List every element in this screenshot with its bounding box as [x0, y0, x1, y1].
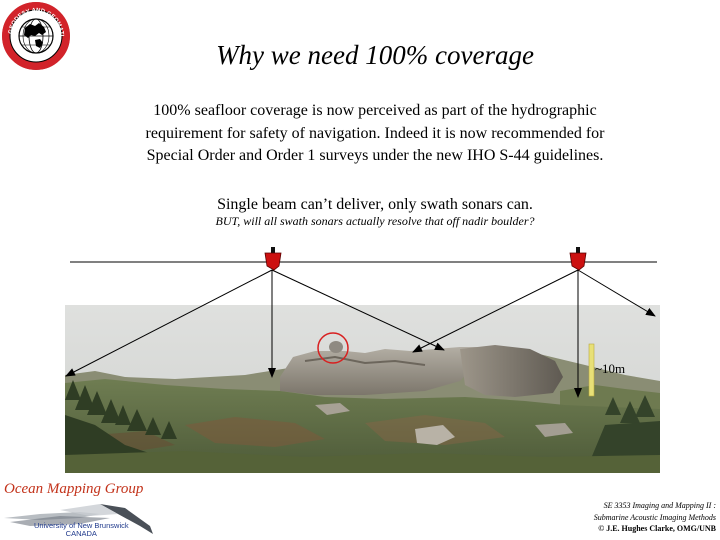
swath-fan-graphic: [4, 504, 153, 534]
globe-icon: [18, 18, 54, 54]
university-country: CANADA: [65, 529, 97, 538]
ocean-mapping-group-logo: Ocean Mapping Group: [4, 481, 144, 497]
university-line: University of New Brunswick: [34, 521, 129, 530]
beam-line: [412, 269, 579, 353]
scale-label: ~10m: [595, 361, 626, 376]
ship-icon: [569, 247, 587, 271]
landscape-photo: [65, 305, 660, 473]
coverage-paragraph: 100% seafloor coverage is now perceived …: [95, 100, 655, 168]
course-name: SE 3353 Imaging and Mapping II :: [603, 501, 716, 510]
beam-line: [65, 269, 273, 377]
svg-text:UNB: UNB: [29, 52, 43, 59]
beam-line: [271, 269, 445, 351]
paragraph-line: Special Order and Order 1 surveys under …: [146, 147, 604, 164]
paragraph-line: requirement for safety of navigation. In…: [145, 124, 605, 142]
slide-title: Why we need 100% coverage: [216, 40, 534, 70]
course-topic: Submarine Acoustic Imaging Methods: [593, 512, 716, 522]
paragraph-line: 100% seafloor coverage is now perceived …: [153, 102, 597, 119]
boulder-highlight-circle: [317, 332, 349, 364]
ship-icon: [264, 247, 282, 271]
scale-bar: [588, 343, 595, 397]
copyright-notice: © J.E. Hughes Clarke, OMG/UNB: [598, 524, 716, 533]
logo-bottom-text: UNB: [29, 52, 43, 59]
unb-geodesy-logo: GEODESY AND GEOMATICS ENGINEERING UNB: [2, 2, 70, 70]
boulder-question: BUT, will all swath sonars actually reso…: [215, 214, 535, 228]
single-beam-statement: Single beam can’t deliver, only swath so…: [217, 196, 533, 213]
beam-line: [577, 269, 656, 317]
course-credits: SE 3353 Imaging and Mapping II : Submari…: [520, 500, 716, 535]
university-name: University of New Brunswick CANADA: [34, 522, 129, 538]
